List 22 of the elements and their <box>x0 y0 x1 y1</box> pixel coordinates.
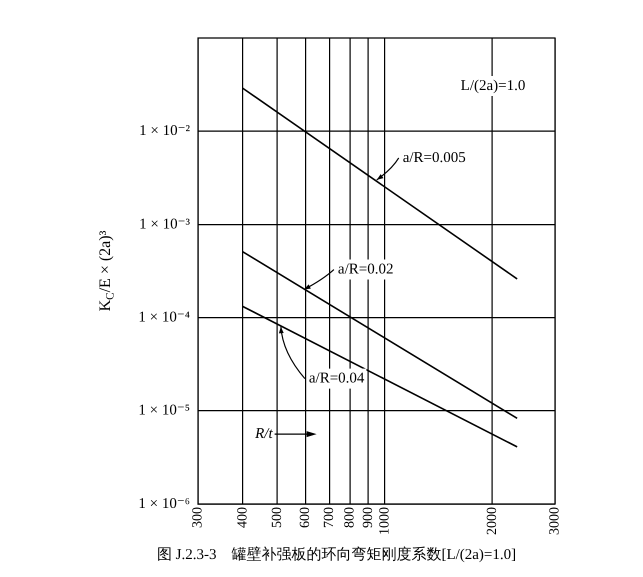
annotation: L/(2a)=1.0 <box>460 78 526 94</box>
x-tick-label: 700 <box>322 507 338 528</box>
annotation: a/R=0.005 <box>402 150 466 166</box>
x-tick-label: 3000 <box>548 507 563 535</box>
x-tick-label: 400 <box>235 507 250 528</box>
x-tick-label: 500 <box>270 507 285 528</box>
x-tick-label: 800 <box>342 507 358 528</box>
y-tick-label: 1 × 10⁻² <box>139 123 190 140</box>
annotation: a/R=0.04 <box>308 370 365 387</box>
y-tick-label: 1 × 10⁻⁴ <box>138 310 190 326</box>
x-tick-label: 600 <box>298 507 314 528</box>
y-tick-label: 1 × 10⁻⁶ <box>138 496 190 512</box>
annotation: a/R=0.02 <box>338 261 394 278</box>
y-axis-title: KC/E × (2a)³ <box>97 230 117 312</box>
x-axis-title: R/t <box>254 426 274 442</box>
y-tick-label: 1 × 10⁻⁵ <box>138 402 190 419</box>
text: 图 J.2.3-3 罐壁补强板的环向弯矩刚度系数[L/(2a)=1.0] <box>156 546 516 563</box>
x-tick-label: 900 <box>361 507 376 528</box>
y-tick-label: 1 × 10⁻³ <box>139 216 190 232</box>
x-tick-label: 1000 <box>377 507 392 535</box>
x-tick-label: 300 <box>190 507 206 528</box>
x-tick-label: 2000 <box>484 507 500 535</box>
